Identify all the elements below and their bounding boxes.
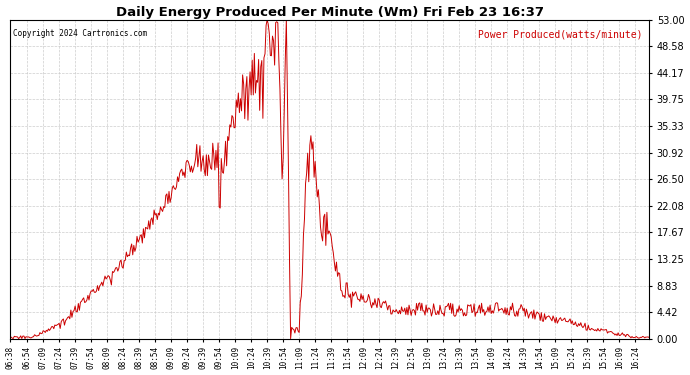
Text: Copyright 2024 Cartronics.com: Copyright 2024 Cartronics.com — [13, 29, 148, 38]
Title: Daily Energy Produced Per Minute (Wm) Fri Feb 23 16:37: Daily Energy Produced Per Minute (Wm) Fr… — [115, 6, 544, 18]
Text: Power Produced(watts/minute): Power Produced(watts/minute) — [478, 29, 642, 39]
